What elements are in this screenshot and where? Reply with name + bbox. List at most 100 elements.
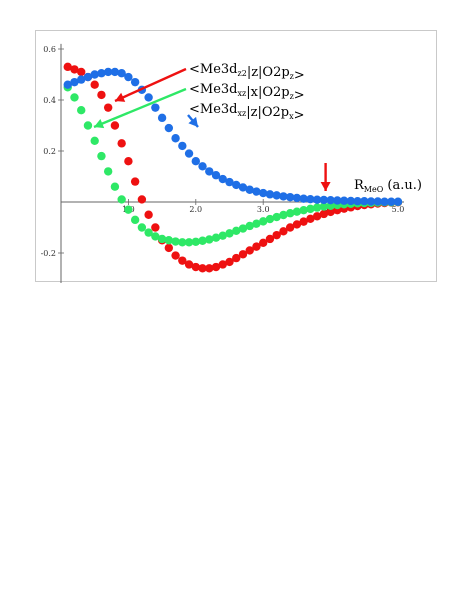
data-point-red: [191, 262, 200, 272]
data-point-blue: [70, 77, 79, 87]
data-point-green: [319, 202, 329, 211]
data-point-green: [245, 221, 254, 231]
data-point-blue: [205, 167, 214, 176]
chart-frame: 1.02.03.04.05.00.60.40.2-0.2<Me3dz2|z|O2…: [35, 30, 437, 283]
data-point-blue: [265, 190, 275, 199]
x-tick-label: 3.0: [257, 205, 270, 214]
data-point-blue: [164, 123, 174, 133]
data-point-red: [171, 251, 180, 260]
data-point-green: [103, 167, 113, 176]
data-point-blue: [393, 197, 403, 206]
data-point-green: [299, 205, 308, 215]
data-point-blue: [333, 196, 342, 205]
data-point-blue: [306, 194, 315, 204]
data-point-green: [171, 237, 180, 246]
data-point-blue: [144, 93, 153, 102]
legend-arrow-red-head: [115, 92, 126, 102]
legend-arrow-green-shaft: [93, 87, 187, 129]
data-point-red: [110, 121, 120, 130]
data-point-green: [117, 195, 126, 204]
data-point-green: [178, 238, 187, 247]
data-point-green: [272, 212, 281, 222]
data-point-blue: [103, 67, 113, 77]
data-point-red: [130, 177, 140, 186]
data-point-red: [279, 227, 288, 236]
data-point-green: [97, 151, 106, 161]
data-point-green: [232, 226, 241, 236]
data-point-red: [184, 260, 194, 269]
data-point-blue: [63, 80, 72, 89]
data-point-green: [83, 121, 93, 130]
x-tick-label: 2.0: [189, 205, 202, 214]
data-point-green: [110, 182, 120, 191]
y-tick-label: 0.6: [43, 45, 56, 54]
data-point-red: [225, 257, 234, 267]
data-point-green: [157, 234, 167, 244]
data-point-red: [218, 260, 227, 269]
data-point-red: [285, 223, 295, 232]
data-point-blue: [184, 149, 194, 158]
data-point-blue: [252, 187, 261, 196]
chart-svg: 1.02.03.04.05.00.60.40.2-0.2<Me3dz2|z|O2…: [41, 43, 422, 283]
legend-label-green: <Me3dxz|x|O2pz>: [189, 82, 305, 103]
data-point-green: [218, 231, 227, 240]
data-point-green: [211, 233, 221, 242]
data-point-green: [259, 217, 268, 226]
data-point-red: [77, 67, 86, 77]
data-point-blue: [157, 113, 167, 123]
data-point-red: [272, 230, 281, 240]
data-point-blue: [380, 197, 389, 206]
data-point-green: [164, 236, 174, 245]
y-tick-label: -0.2: [41, 249, 56, 258]
data-point-blue: [292, 193, 302, 203]
data-point-red: [70, 65, 79, 74]
y-tick-label: 0.2: [43, 147, 56, 156]
legend-label-blue: <Me3dxz|z|O2px>: [189, 102, 305, 123]
data-point-blue: [360, 197, 369, 206]
data-point-blue: [124, 72, 133, 82]
data-point-green: [205, 235, 214, 244]
data-point-green: [198, 236, 207, 245]
data-point-green: [144, 228, 153, 237]
data-point-red: [97, 90, 106, 100]
data-point-blue: [319, 195, 329, 205]
data-point-green: [312, 203, 322, 212]
y-tick-label: 0.4: [43, 96, 56, 105]
data-point-green: [225, 229, 234, 238]
data-point-blue: [218, 174, 227, 184]
data-point-blue: [339, 196, 349, 205]
data-point-blue: [97, 69, 106, 78]
data-point-red: [117, 139, 126, 148]
data-point-blue: [353, 197, 362, 206]
data-point-green: [238, 224, 248, 233]
data-point-red: [211, 262, 221, 272]
data-point-red: [198, 264, 207, 273]
legend-label-red: <Me3dz2|z|O2pz>: [189, 62, 305, 83]
data-point-red: [178, 256, 187, 265]
data-point-red: [205, 264, 214, 273]
data-point-blue: [191, 157, 200, 166]
data-point-blue: [312, 195, 322, 204]
data-point-red: [124, 157, 133, 166]
position-marker-arrow-head: [320, 182, 331, 191]
data-point-green: [184, 238, 194, 247]
data-point-green: [90, 136, 99, 145]
x-tick-label: 5.0: [392, 205, 405, 214]
data-point-blue: [130, 77, 140, 87]
data-point-green: [137, 223, 147, 232]
data-point-blue: [110, 67, 120, 77]
data-point-red: [232, 253, 241, 263]
data-point-green: [252, 219, 261, 228]
legend-arrow-red-shaft: [114, 67, 187, 103]
data-point-green: [77, 106, 86, 115]
data-point-blue: [83, 72, 93, 82]
data-point-blue: [225, 177, 234, 187]
data-point-blue: [366, 197, 376, 206]
data-point-blue: [178, 141, 187, 151]
data-point-green: [151, 232, 160, 241]
data-point-green: [130, 215, 140, 225]
data-point-red: [306, 214, 315, 224]
data-point-red: [63, 62, 72, 72]
data-point-red: [164, 243, 174, 253]
data-point-blue: [245, 185, 254, 194]
